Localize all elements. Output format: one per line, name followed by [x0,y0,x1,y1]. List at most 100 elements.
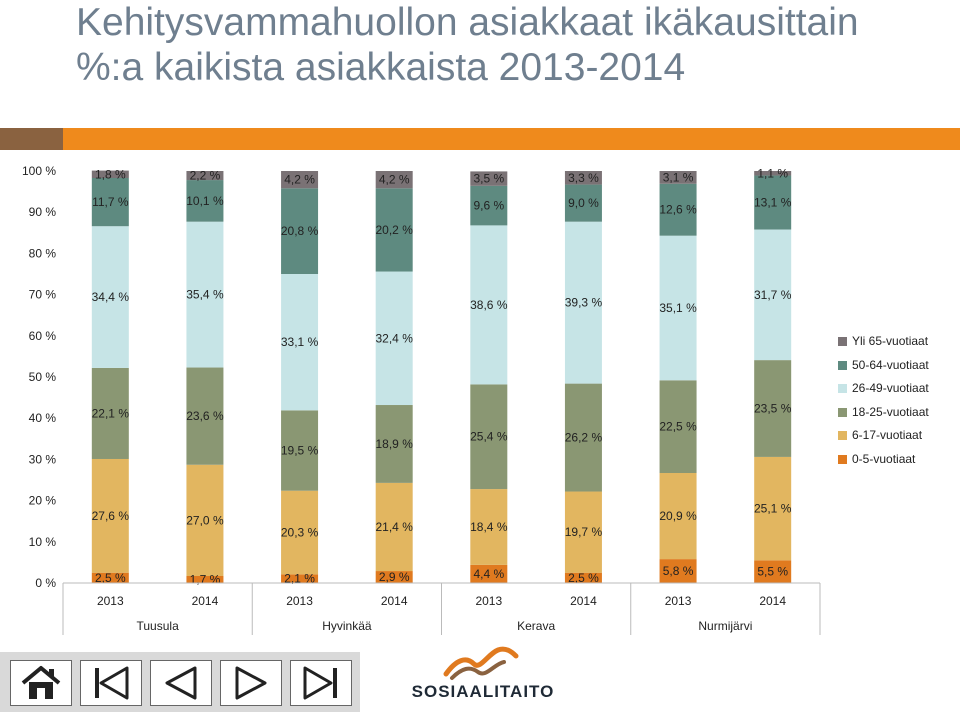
x-tick-label: 2013 [97,594,124,608]
bar-segment [91,458,129,573]
data-label: 20,9 % [659,509,697,523]
bar-segment [186,221,224,368]
x-tick-label: 2013 [665,594,692,608]
bar-segment [470,225,508,385]
data-label: 19,5 % [281,444,319,458]
logo-text: SOSIAALITAITO [411,682,555,701]
data-label: 9,6 % [473,199,504,213]
bar-segment [754,456,792,561]
bar-segment [375,405,413,483]
first-slide-button[interactable] [80,660,142,706]
slide-navigation-bar [0,652,360,712]
first-slide-icon [95,666,129,700]
legend-item: 18-25-vuotiaat [838,401,929,425]
data-label: 32,4 % [376,331,414,345]
data-label: 27,6 % [92,509,130,523]
data-label: 35,4 % [186,288,224,302]
data-label: 21,4 % [376,520,414,534]
legend-label: 6-17-vuotiaat [852,428,923,443]
group-label: Kerava [517,619,555,633]
bar-segment [659,171,697,184]
data-label: 4,4 % [473,567,504,581]
bar-segment [470,489,508,565]
group-label: Nurmijärvi [698,619,752,633]
legend-swatch [838,384,847,394]
next-slide-button[interactable] [220,660,282,706]
data-label: 20,3 % [281,526,319,540]
bar-segment [470,564,508,583]
legend-swatch [838,360,847,370]
bar-segment [659,183,697,236]
y-tick-label: 10 % [29,535,57,549]
data-label: 35,1 % [659,301,697,315]
data-label: 25,1 % [754,502,792,516]
bar-segment [186,464,224,576]
data-label: 20,8 % [281,224,319,238]
data-label: 33,1 % [281,335,319,349]
bar-segment [186,575,224,583]
legend-item: Yli 65-vuotiaat [838,330,929,354]
data-label: 3,3 % [568,171,599,185]
bar-segment [659,559,697,583]
legend-item: 0-5-vuotiaat [838,448,929,472]
data-label: 4,2 % [379,173,410,187]
y-tick-label: 60 % [29,329,57,343]
data-label: 27,0 % [186,513,224,527]
bar-segment [754,171,792,176]
data-label: 5,5 % [757,565,788,579]
bar-segment [186,367,224,465]
bar-segment [281,574,319,583]
y-tick-label: 20 % [29,494,57,508]
legend-label: 26-49-vuotiaat [852,381,929,396]
bar-segment [754,360,792,457]
data-label: 19,7 % [565,525,603,539]
legend-swatch [838,454,847,464]
bar-segment [281,410,319,491]
data-label: 1,8 % [95,167,126,181]
data-label: 3,1 % [663,170,694,184]
home-button[interactable] [10,660,72,706]
bar-segment [470,384,508,490]
data-label: 12,6 % [659,203,697,217]
x-tick-label: 2014 [381,594,408,608]
legend-label: 50-64-vuotiaat [852,357,929,372]
last-slide-button[interactable] [290,660,352,706]
data-label: 22,1 % [92,406,130,420]
stacked-bar-chart: 0 % 10 % 20 % 30 % 40 % 50 % 60 % 70 % 80 % 90 % 1… [22,164,821,635]
last-slide-icon [303,666,337,700]
bar-segment [281,274,319,411]
y-tick-label: 50 % [29,370,57,384]
data-label: 2,2 % [190,169,221,183]
legend-item: 6-17-vuotiaat [838,424,929,448]
data-label: 2,5 % [568,571,599,585]
title-accent-dark [0,128,63,150]
bar-segment [754,560,792,583]
group-label: Hyvinkää [322,619,372,633]
x-tick-label: 2014 [759,594,786,608]
data-label: 39,3 % [565,296,603,310]
legend-label: 18-25-vuotiaat [852,404,929,419]
y-tick-label: 100 % [22,164,56,178]
data-label: 5,8 % [663,564,694,578]
legend-item: 50-64-vuotiaat [838,354,929,378]
y-tick-label: 90 % [29,205,57,219]
bar-segment [375,171,413,189]
next-slide-icon [235,666,267,700]
data-label: 22,5 % [659,420,697,434]
data-label: 3,5 % [473,172,504,186]
legend-swatch [838,337,847,346]
data-label: 1,1 % [757,166,788,180]
bar-segment [375,571,413,583]
bar-segment [564,383,602,492]
y-tick-label: 30 % [29,452,57,466]
data-label: 2,5 % [95,571,126,585]
sosiaalitaito-logo: SOSIAALITAITO [408,640,558,708]
bar-segment [659,472,697,560]
x-tick-label: 2013 [475,594,502,608]
title-accent-bar [0,128,960,150]
previous-slide-button[interactable] [150,660,212,706]
data-label: 38,6 % [470,298,508,312]
legend-swatch [838,407,847,417]
bar-segment [659,380,697,473]
data-label: 18,4 % [470,520,508,534]
